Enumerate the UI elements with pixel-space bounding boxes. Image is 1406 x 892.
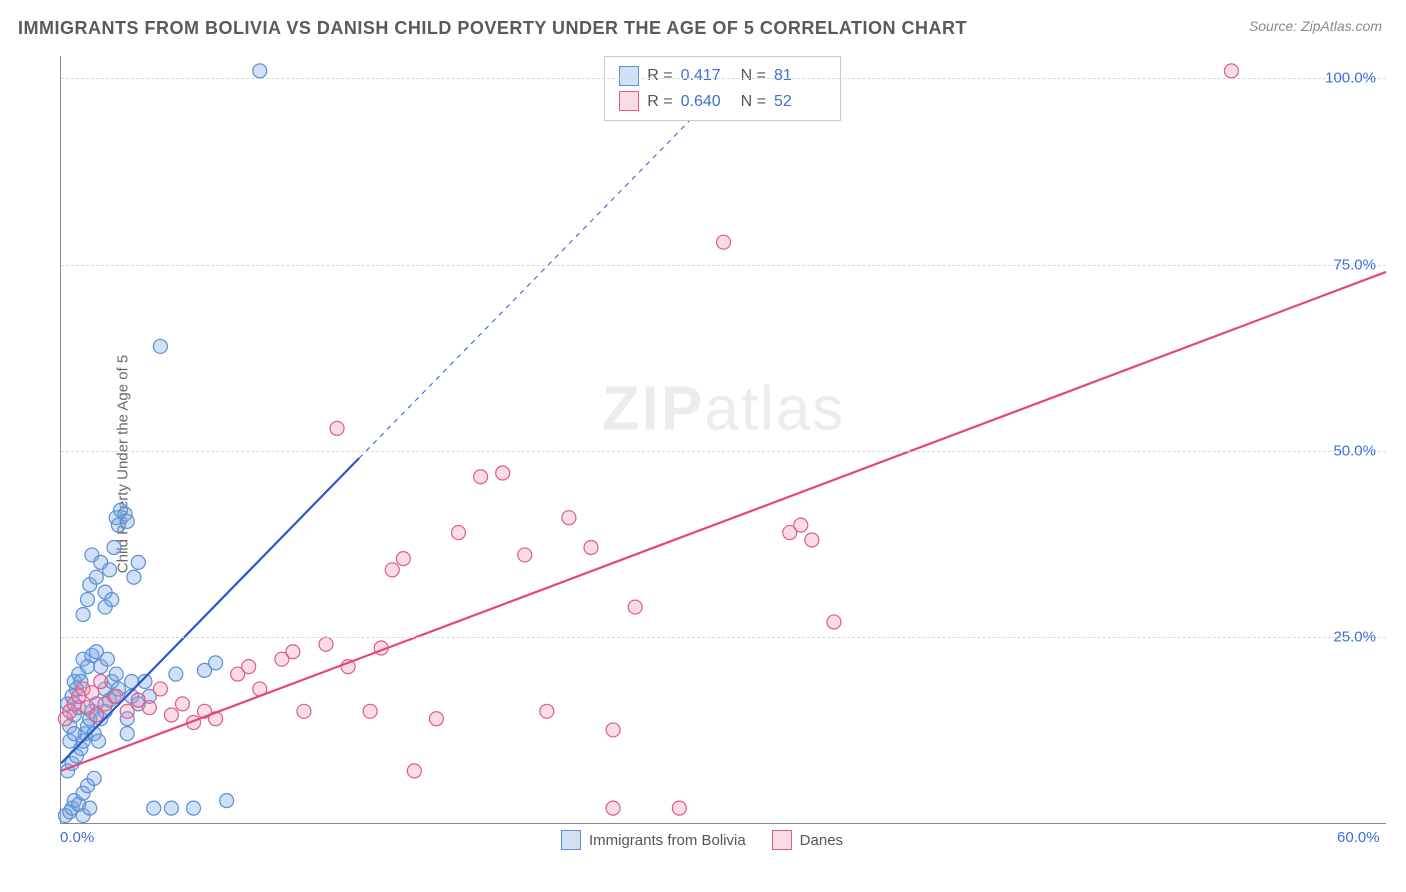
data-point xyxy=(76,607,90,621)
data-point xyxy=(127,570,141,584)
swatch-danes xyxy=(619,91,639,111)
data-point xyxy=(131,555,145,569)
gridline xyxy=(61,637,1386,638)
page-title: IMMIGRANTS FROM BOLIVIA VS DANISH CHILD … xyxy=(18,18,967,39)
data-point xyxy=(606,723,620,737)
source-attribution: Source: ZipAtlas.com xyxy=(1249,18,1382,34)
y-tick: 100.0% xyxy=(1325,70,1376,87)
scatter-plot: ZIPatlas R = 0.417 N = 81 R = 0.640 N = … xyxy=(60,56,1386,824)
data-point xyxy=(474,470,488,484)
data-point xyxy=(562,511,576,525)
legend-item-bolivia: Immigrants from Bolivia xyxy=(561,830,746,850)
regression-line xyxy=(61,272,1386,771)
legend-row-danes: R = 0.640 N = 52 xyxy=(619,89,826,115)
data-point xyxy=(103,563,117,577)
data-point xyxy=(120,704,134,718)
legend-item-danes: Danes xyxy=(772,830,843,850)
data-point xyxy=(109,667,123,681)
data-point xyxy=(100,652,114,666)
data-point xyxy=(717,235,731,249)
x-tick: 0.0% xyxy=(60,829,94,846)
y-tick: 25.0% xyxy=(1333,628,1376,645)
data-point xyxy=(540,704,554,718)
correlation-legend: R = 0.417 N = 81 R = 0.640 N = 52 xyxy=(604,56,841,121)
gridline xyxy=(61,78,1386,79)
data-point xyxy=(452,526,466,540)
data-point xyxy=(169,667,183,681)
data-point xyxy=(628,600,642,614)
data-point xyxy=(94,675,108,689)
data-point xyxy=(187,801,201,815)
series-legend: Immigrants from Bolivia Danes xyxy=(561,830,843,850)
data-point xyxy=(827,615,841,629)
y-tick: 50.0% xyxy=(1333,442,1376,459)
data-point xyxy=(606,801,620,815)
swatch-bolivia xyxy=(619,66,639,86)
data-point xyxy=(92,734,106,748)
gridline xyxy=(61,451,1386,452)
regression-extension xyxy=(359,63,745,458)
plot-svg xyxy=(61,56,1386,823)
data-point xyxy=(164,708,178,722)
data-point xyxy=(363,704,377,718)
data-point xyxy=(153,682,167,696)
data-point xyxy=(89,570,103,584)
data-point xyxy=(220,794,234,808)
chart-container: Child Poverty Under the Age of 5 ZIPatla… xyxy=(18,56,1386,872)
data-point xyxy=(794,518,808,532)
legend-row-bolivia: R = 0.417 N = 81 xyxy=(619,63,826,89)
data-point xyxy=(107,540,121,554)
data-point xyxy=(209,656,223,670)
data-point xyxy=(87,771,101,785)
swatch-bolivia-icon xyxy=(561,830,581,850)
data-point xyxy=(1224,64,1238,78)
data-point xyxy=(396,552,410,566)
x-tick: 60.0% xyxy=(1337,829,1380,846)
data-point xyxy=(672,801,686,815)
data-point xyxy=(584,540,598,554)
data-point xyxy=(105,593,119,607)
data-point xyxy=(120,727,134,741)
data-point xyxy=(67,727,81,741)
data-point xyxy=(385,563,399,577)
data-point xyxy=(147,801,161,815)
data-point xyxy=(120,514,134,528)
data-point xyxy=(153,339,167,353)
data-point xyxy=(407,764,421,778)
data-point xyxy=(175,697,189,711)
data-point xyxy=(319,637,333,651)
data-point xyxy=(253,64,267,78)
swatch-danes-icon xyxy=(772,830,792,850)
y-tick: 75.0% xyxy=(1333,256,1376,273)
gridline xyxy=(61,265,1386,266)
data-point xyxy=(242,660,256,674)
data-point xyxy=(330,421,344,435)
data-point xyxy=(81,593,95,607)
data-point xyxy=(805,533,819,547)
data-point xyxy=(164,801,178,815)
data-point xyxy=(142,701,156,715)
data-point xyxy=(429,712,443,726)
data-point xyxy=(518,548,532,562)
data-point xyxy=(297,704,311,718)
data-point xyxy=(286,645,300,659)
data-point xyxy=(83,801,97,815)
data-point xyxy=(496,466,510,480)
